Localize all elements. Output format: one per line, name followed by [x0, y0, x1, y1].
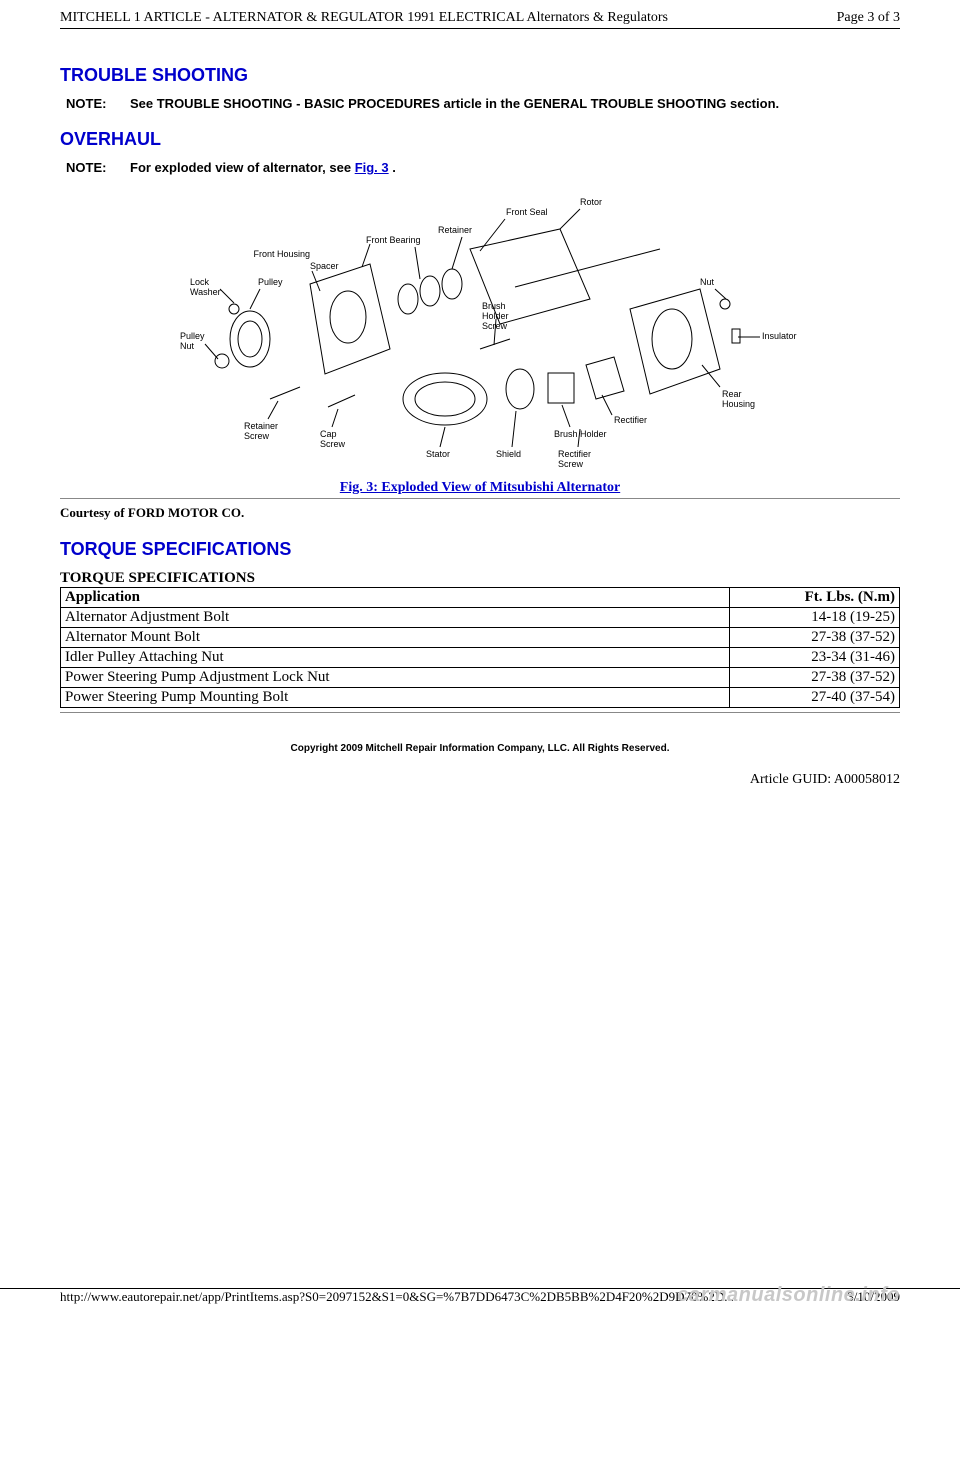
- header-page: Page 3 of 3: [837, 10, 900, 26]
- label-retainer-screw: RetainerScrew: [244, 421, 278, 441]
- note-overhaul-post: .: [389, 160, 396, 175]
- label-brush-holder: Brush Holder: [554, 429, 607, 439]
- label-nut: Nut: [700, 277, 715, 287]
- section-heading-trouble: TROUBLE SHOOTING: [60, 65, 900, 86]
- section-heading-overhaul: OVERHAUL: [60, 129, 900, 150]
- label-retainer: Retainer: [438, 225, 472, 235]
- figure-3: Rotor Front Seal Retainer Front Bearing …: [60, 189, 900, 499]
- page-footer: http://www.eautorepair.net/app/PrintItem…: [0, 1288, 960, 1311]
- note-label: NOTE:: [60, 96, 130, 111]
- label-lock-washer: LockWasher: [190, 277, 221, 297]
- label-rear-housing: RearHousing: [722, 389, 755, 409]
- label-insulator: Insulator: [762, 331, 797, 341]
- label-shield: Shield: [496, 449, 521, 459]
- label-pulley-nut: PulleyNut: [180, 331, 205, 351]
- table-divider: [60, 712, 900, 713]
- label-pulley: Pulley: [258, 277, 283, 287]
- exploded-view-diagram: Rotor Front Seal Retainer Front Bearing …: [160, 189, 800, 469]
- footer-url: http://www.eautorepair.net/app/PrintItem…: [60, 1289, 734, 1305]
- col-ftlbs: Ft. Lbs. (N.m): [730, 588, 900, 608]
- fig3-link[interactable]: Fig. 3: [355, 160, 389, 175]
- figure-caption-link[interactable]: Fig. 3: Exploded View of Mitsubishi Alte…: [340, 480, 620, 495]
- label-spacer: Spacer: [310, 261, 339, 271]
- header-title: MITCHELL 1 ARTICLE - ALTERNATOR & REGULA…: [60, 10, 668, 26]
- article-guid: Article GUID: A00058012: [60, 772, 900, 788]
- label-rectifier: Rectifier: [614, 415, 647, 425]
- label-front-seal: Front Seal: [506, 207, 548, 217]
- col-application: Application: [61, 588, 730, 608]
- note-label: NOTE:: [60, 160, 130, 175]
- table-row: Alternator Mount Bolt27-38 (37-52): [61, 628, 900, 648]
- note-trouble: NOTE: See TROUBLE SHOOTING - BASIC PROCE…: [60, 96, 900, 111]
- torque-table: Application Ft. Lbs. (N.m) Alternator Ad…: [60, 587, 900, 708]
- label-rotor: Rotor: [580, 197, 602, 207]
- page-header: MITCHELL 1 ARTICLE - ALTERNATOR & REGULA…: [60, 10, 900, 29]
- figure-caption-row: Fig. 3: Exploded View of Mitsubishi Alte…: [60, 480, 900, 499]
- table-row: Power Steering Pump Mounting Bolt27-40 (…: [61, 688, 900, 708]
- label-stator: Stator: [426, 449, 450, 459]
- figure-courtesy: Courtesy of FORD MOTOR CO.: [60, 505, 900, 521]
- table-row: Alternator Adjustment Bolt14-18 (19-25): [61, 608, 900, 628]
- footer-date: 3/10/2009: [847, 1289, 900, 1305]
- label-front-housing: Front Housing: [253, 249, 310, 259]
- note-overhaul: NOTE: For exploded view of alternator, s…: [60, 160, 900, 175]
- label-cap-screw: CapScrew: [320, 429, 346, 449]
- note-overhaul-pre: For exploded view of alternator, see: [130, 160, 355, 175]
- note-overhaul-body: For exploded view of alternator, see Fig…: [130, 160, 900, 175]
- torque-table-title: TORQUE SPECIFICATIONS: [60, 570, 900, 587]
- note-trouble-body: See TROUBLE SHOOTING - BASIC PROCEDURES …: [130, 96, 900, 111]
- table-row: Power Steering Pump Adjustment Lock Nut2…: [61, 668, 900, 688]
- section-heading-torque: TORQUE SPECIFICATIONS: [60, 539, 900, 560]
- copyright: Copyright 2009 Mitchell Repair Informati…: [60, 743, 900, 754]
- label-rectifier-screw: RectifierScrew: [558, 449, 591, 469]
- label-front-bearing: Front Bearing: [366, 235, 421, 245]
- label-brush-holder-screw: BrushHolderScrew: [482, 301, 509, 331]
- table-row: Idler Pulley Attaching Nut23-34 (31-46): [61, 648, 900, 668]
